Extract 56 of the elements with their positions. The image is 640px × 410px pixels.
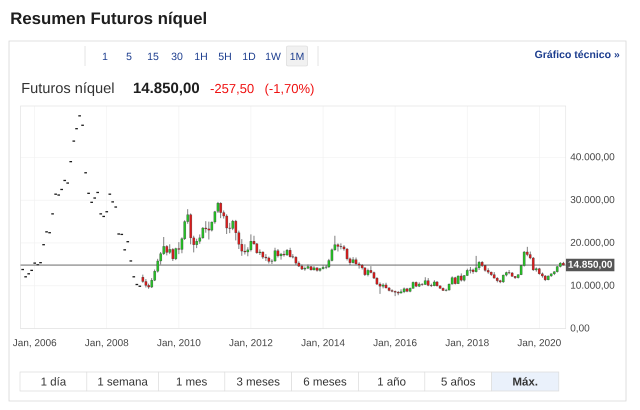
- text: Máx.: [513, 377, 538, 386]
- text: 1 semana: [98, 378, 148, 386]
- candlestick: [288, 247, 292, 258]
- candlestick: [226, 214, 228, 234]
- text: 1M: [290, 52, 304, 60]
- x-tick-label: Jan, 2010: [157, 339, 200, 348]
- candlestick: [346, 248, 348, 261]
- candlestick: [232, 220, 234, 230]
- x-tick-label: Jan, 2014: [301, 339, 345, 348]
- x-tick-label: Jan, 2008: [84, 339, 128, 348]
- text: (-1,70%): [265, 84, 314, 96]
- text: 15: [148, 52, 158, 60]
- candlestick: [196, 238, 198, 248]
- text: 1 día: [41, 377, 66, 386]
- y-tick-label: 10.000,00: [571, 282, 614, 290]
- text: 3 meses: [236, 377, 280, 386]
- x-tick-label: Jan, 2018: [445, 339, 489, 348]
- candlestick: [208, 221, 210, 240]
- text: 1W: [266, 52, 281, 60]
- y-tick-label: 0,00: [570, 324, 590, 333]
- candlestick: [280, 252, 282, 260]
- ref-line-label: 14.850,00: [568, 260, 612, 270]
- candlestick: [264, 254, 268, 262]
- text: 30: [172, 52, 182, 60]
- x-tick-label: Jan, 2012: [229, 339, 272, 348]
- x-tick-label: Jan, 2006: [12, 339, 56, 348]
- x-tick-label: Jan, 2016: [373, 339, 417, 348]
- candlestick: [219, 202, 222, 219]
- text: 5 años: [441, 377, 476, 386]
- candlestick: [172, 248, 174, 262]
- x-tick-label: Jan, 2020: [517, 339, 561, 348]
- candlestick: [166, 244, 168, 256]
- text: 14.850,00: [134, 82, 200, 96]
- y-tick-label: 40.000,00: [570, 153, 614, 162]
- text: 5: [126, 52, 132, 60]
- candlestick: [358, 262, 360, 270]
- candlestick: [340, 243, 342, 250]
- chart-subtitle: Futuros níquel: [22, 82, 114, 96]
- text: 1 año: [378, 377, 406, 386]
- y-tick-label: 20.000,00: [570, 238, 614, 248]
- text: 1H: [195, 52, 207, 60]
- candlestick: [336, 243, 340, 252]
- text: 1D: [243, 52, 256, 60]
- text: 5H: [218, 52, 231, 60]
- candlestick: [394, 290, 396, 296]
- candlestick: [474, 255, 478, 273]
- text: 1: [102, 52, 108, 60]
- chart-title: Resumen Futuros níquel: [11, 12, 206, 28]
- candlestick: [382, 282, 384, 289]
- candlestick: [274, 247, 276, 262]
- text: Gráfico técnico »: [535, 50, 620, 58]
- text: 6 meses: [304, 377, 346, 386]
- y-tick-label: 30.000,00: [570, 196, 614, 204]
- text: -257,50: [210, 84, 254, 95]
- candlestick: [282, 250, 286, 258]
- text: 1 mes: [176, 378, 207, 386]
